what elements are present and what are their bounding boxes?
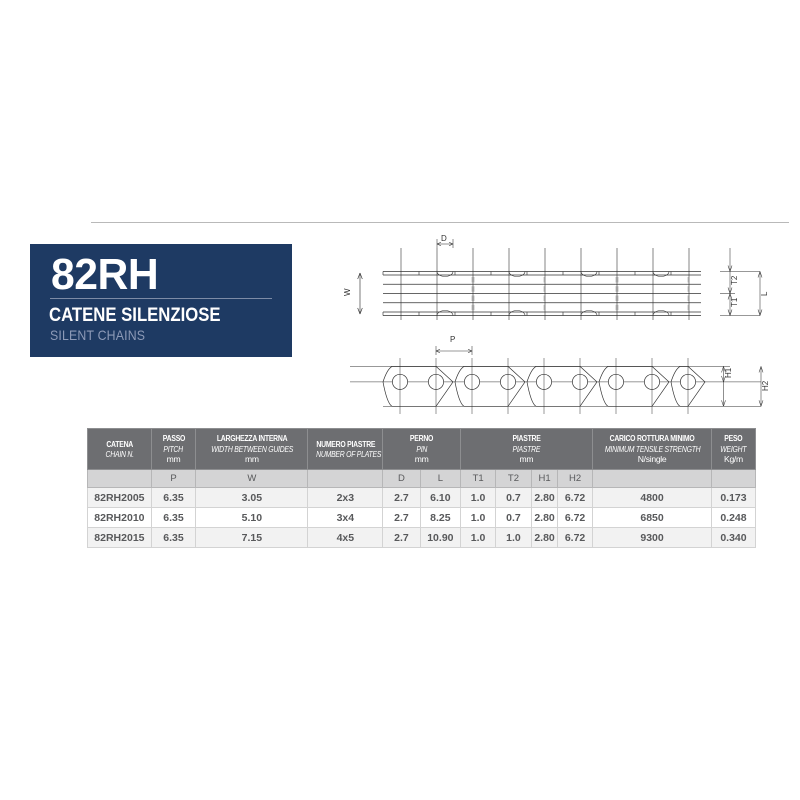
svg-text:H2: H2	[761, 380, 770, 391]
svg-text:L: L	[760, 291, 769, 296]
svg-text:T2: T2	[730, 275, 739, 285]
svg-text:T1: T1	[730, 297, 739, 307]
svg-text:D: D	[441, 234, 447, 243]
svg-text:H1: H1	[724, 367, 733, 378]
svg-text:P: P	[450, 335, 455, 344]
svg-text:W: W	[343, 288, 352, 296]
